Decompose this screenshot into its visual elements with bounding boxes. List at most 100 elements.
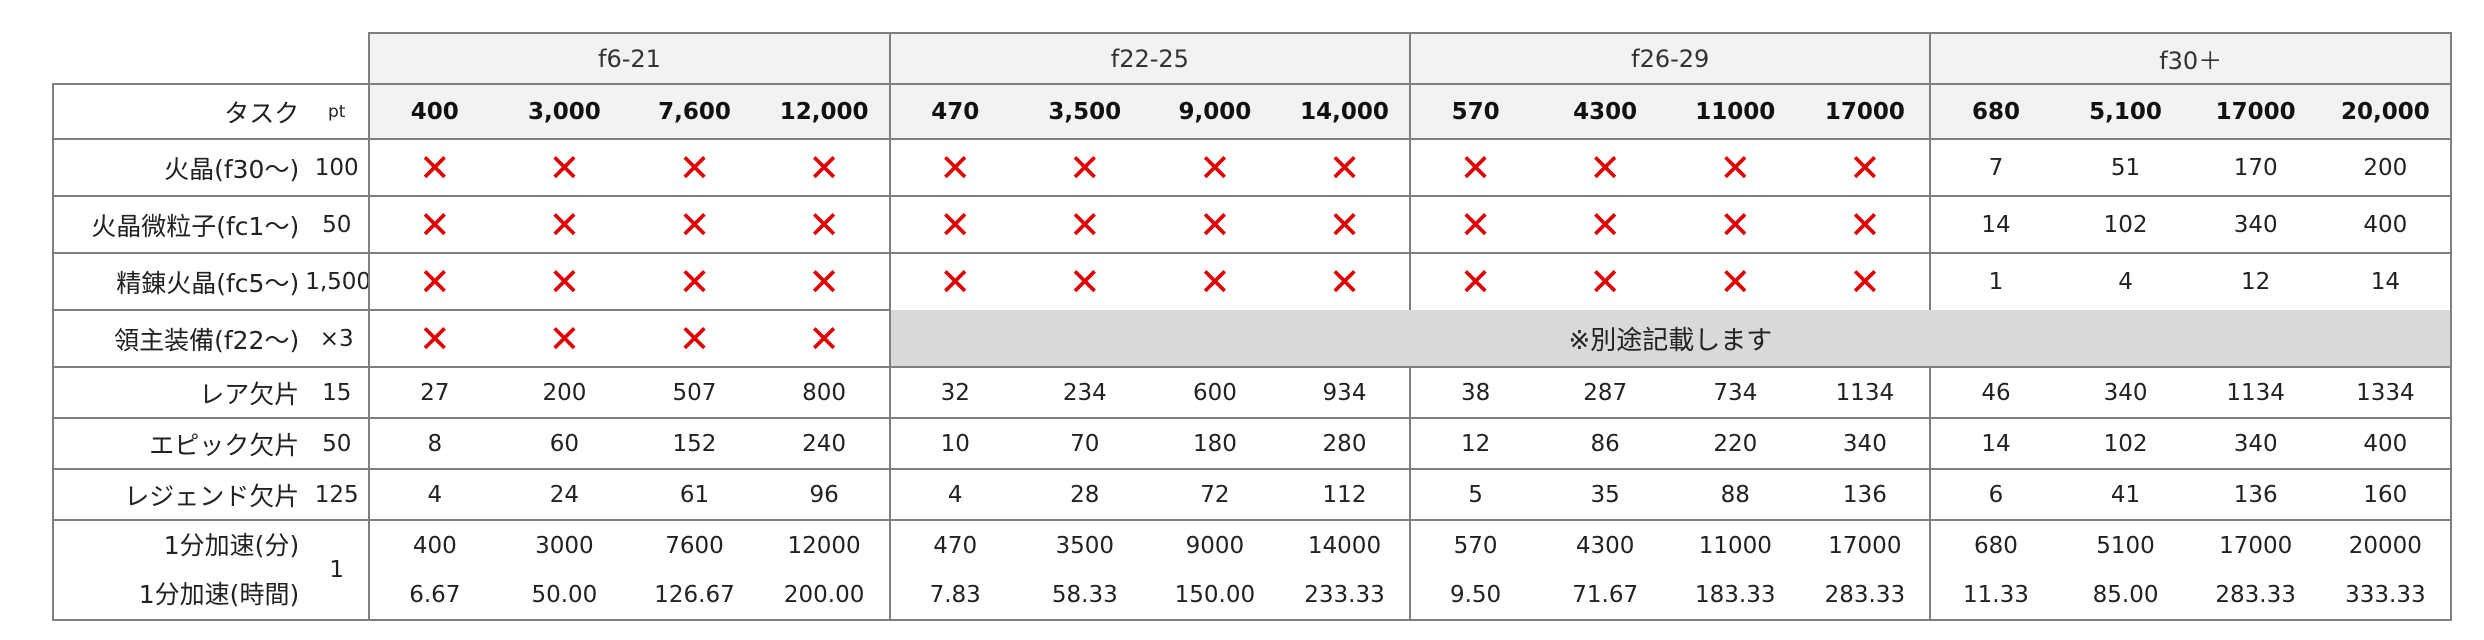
table-cell: 71.67 [1540, 570, 1671, 621]
table-cell: 280 [1279, 417, 1411, 469]
threshold-header: 17000 [1800, 84, 1931, 139]
table-cell: 27 [368, 366, 500, 418]
task-label: 火晶(f30～) [51, 138, 306, 196]
table-cell: 6.67 [368, 570, 500, 621]
unavailable-x-icon: ✕ [808, 259, 841, 304]
table-cell: 5100 [2060, 519, 2191, 570]
unavailable-x-icon: ✕ [1459, 260, 1492, 304]
unavailable-x-icon: ✕ [1068, 202, 1101, 247]
table-cell: ✕ [1670, 138, 1801, 196]
table-cell: ✕ [888, 252, 1020, 310]
table-cell: 680 [1929, 519, 2061, 570]
table-cell: 400 [2320, 195, 2453, 253]
table-cell: 7.83 [888, 570, 1020, 621]
unavailable-x-icon: ✕ [678, 202, 711, 247]
table-cell: 333.33 [2320, 570, 2453, 621]
pt-value: 125 [305, 468, 371, 520]
table-cell: 14 [1929, 195, 2061, 253]
table-cell: ✕ [1149, 252, 1280, 310]
pt-value: 50 [305, 417, 371, 469]
table-cell: ✕ [629, 138, 760, 196]
table-cell: 51 [2060, 138, 2191, 196]
table-cell: ✕ [1409, 252, 1541, 310]
table-cell: ✕ [1670, 195, 1801, 253]
table-cell: 20000 [2320, 519, 2453, 570]
table-cell: 35 [1540, 468, 1671, 520]
table-row: レジェンド欠片 125 4 24 61 96 4 28 72 112 5 35 88 136 6 41 136 1… [51, 468, 2453, 520]
table-row: 精錬火晶(fc5～) 1,500 ✕ ✕ ✕ ✕ ✕ ✕ ✕ ✕ ✕ ✕ ✕ ✕ 1 4 12 14 [51, 252, 2453, 310]
table-cell: 183.33 [1670, 570, 1801, 621]
task-label: 1分加速(分) [51, 519, 306, 570]
table-cell: 1134 [1800, 366, 1931, 418]
table-cell: ✕ [888, 195, 1020, 253]
table-cell: 4300 [1540, 519, 1671, 570]
unavailable-x-icon: ✕ [1198, 202, 1231, 247]
table-row: エピック欠片 50 8 60 152 240 10 70 180 280 12 86 220 340 14 1… [51, 417, 2453, 469]
table-cell: ✕ [368, 138, 500, 196]
table-cell: 88 [1670, 468, 1801, 520]
threshold-header: 570 [1409, 84, 1541, 139]
table-cell: 3000 [499, 519, 630, 570]
table-cell: ✕ [499, 138, 630, 196]
table-cell: 150.00 [1149, 570, 1280, 621]
table-cell: ✕ [759, 195, 890, 253]
table-cell: 200 [2320, 138, 2453, 196]
unavailable-x-icon: ✕ [1328, 260, 1361, 304]
unavailable-x-icon: ✕ [678, 145, 711, 190]
task-points-table: f6-21 f22-25 f26-29 f30＋ タスク pt 400 3,00… [51, 32, 2453, 621]
pt-value: 15 [305, 366, 371, 418]
table-cell: 240 [759, 417, 890, 469]
table-cell: 112 [1279, 468, 1411, 520]
unavailable-x-icon: ✕ [1848, 202, 1881, 247]
table-cell: ✕ [1409, 195, 1541, 253]
table-cell: ✕ [759, 138, 890, 196]
threshold-header: 11000 [1670, 84, 1801, 139]
unavailable-x-icon: ✕ [1848, 145, 1881, 190]
table-cell: ✕ [1540, 195, 1671, 253]
table-cell: 233.33 [1279, 570, 1411, 621]
table-cell: 86 [1540, 417, 1671, 469]
pt-value: 50 [305, 195, 371, 253]
threshold-header-row: タスク pt 400 3,000 7,600 12,000 470 3,500 … [51, 83, 2453, 139]
table-cell: 85.00 [2060, 570, 2191, 621]
unavailable-x-icon: ✕ [418, 202, 451, 247]
table-cell: ✕ [1019, 195, 1150, 253]
table-cell: 14000 [1279, 519, 1411, 570]
table-cell: 5 [1409, 468, 1541, 520]
threshold-header: 3,000 [499, 84, 630, 139]
unavailable-x-icon: ✕ [548, 316, 581, 361]
threshold-header: 3,500 [1019, 84, 1150, 139]
table-cell: 9000 [1149, 519, 1280, 570]
unavailable-x-icon: ✕ [678, 259, 711, 304]
table-cell: ✕ [1409, 138, 1541, 196]
unavailable-x-icon: ✕ [1459, 145, 1492, 190]
table-cell: 287 [1540, 366, 1671, 418]
threshold-header: 20,000 [2320, 84, 2453, 139]
unavailable-x-icon: ✕ [418, 316, 451, 361]
table-cell: 934 [1279, 366, 1411, 418]
table-cell: 160 [2320, 468, 2453, 520]
table-cell: 28 [1019, 468, 1150, 520]
unavailable-x-icon: ✕ [808, 316, 841, 361]
table-cell: 7600 [629, 519, 760, 570]
threshold-header: 5,100 [2060, 84, 2191, 139]
table-cell: 50.00 [499, 570, 630, 621]
table-cell: ✕ [888, 138, 1020, 196]
table-cell: ✕ [629, 252, 760, 310]
unavailable-x-icon: ✕ [1589, 260, 1622, 304]
task-label: 火晶微粒子(fc1～) [51, 195, 306, 253]
table-cell: 470 [888, 519, 1020, 570]
table-cell: ✕ [499, 309, 630, 367]
table-cell: 400 [2320, 417, 2453, 469]
unavailable-x-icon: ✕ [1068, 145, 1101, 190]
table-cell: ✕ [1279, 138, 1411, 196]
table-cell: ✕ [1019, 138, 1150, 196]
unavailable-x-icon: ✕ [1719, 145, 1752, 190]
table-cell: 1 [1929, 252, 2061, 310]
threshold-header: 9,000 [1149, 84, 1280, 139]
unavailable-x-icon: ✕ [1719, 202, 1752, 247]
table-cell: 3500 [1019, 519, 1150, 570]
separate-note-cell: ※別途記載します [888, 310, 2453, 367]
unavailable-x-icon: ✕ [939, 145, 972, 190]
threshold-header: 680 [1929, 84, 2061, 139]
